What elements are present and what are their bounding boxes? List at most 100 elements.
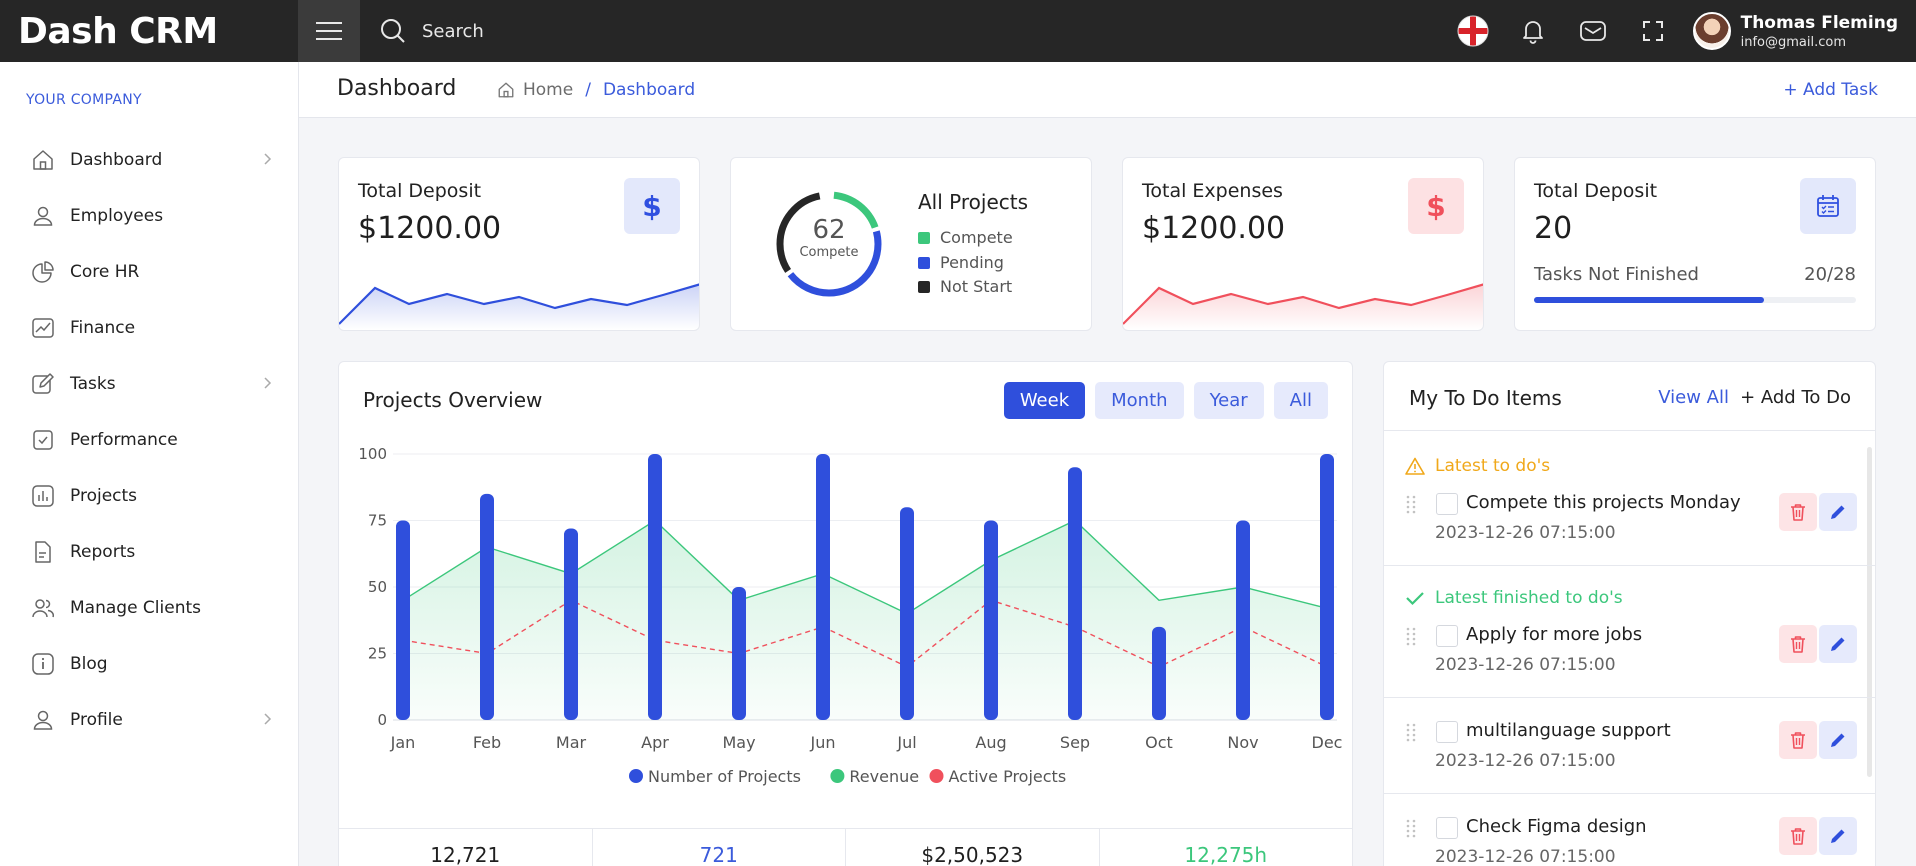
total-expenses-card: Total Expenses $1200.00 $ [1122, 157, 1484, 331]
divider [1384, 697, 1875, 698]
sidebar-item-dashboard[interactable]: Dashboard [0, 132, 298, 188]
overview-title: Projects Overview [363, 388, 543, 412]
view-all-link[interactable]: View All [1658, 387, 1729, 408]
delete-button[interactable] [1779, 625, 1817, 663]
summary-hours: 12,275h [1184, 842, 1268, 866]
drag-handle-icon[interactable] [1406, 494, 1416, 514]
bar [1152, 626, 1166, 720]
sidebar-item-label: Blog [70, 654, 108, 674]
revenue-line [402, 519, 1328, 615]
todo-time: 2023-12-26 07:15:00 [1435, 655, 1616, 675]
todo-scrollbar[interactable] [1867, 447, 1872, 777]
todo-section-latest: Latest to do's [1405, 456, 1550, 476]
tab-all[interactable]: All [1273, 382, 1328, 419]
todo-text: Compete this projects Monday [1466, 492, 1741, 513]
legend-label: Number of Projects [648, 767, 801, 786]
sidebar-item-profile[interactable]: Profile [0, 692, 298, 748]
todo-checkbox[interactable] [1436, 817, 1458, 839]
mail-icon [1579, 21, 1606, 41]
pencil-icon [1831, 829, 1845, 843]
todo-checkbox[interactable] [1436, 721, 1458, 743]
revenue-area [403, 520, 1327, 720]
add-task-button[interactable]: + Add Task [1783, 80, 1878, 100]
bell-icon [1522, 21, 1543, 44]
tab-month[interactable]: Month [1095, 382, 1184, 419]
file-icon [30, 539, 56, 565]
sidebar-item-tasks[interactable]: Tasks [0, 356, 298, 412]
sidebar-item-manage-clients[interactable]: Manage Clients [0, 580, 298, 636]
overview-summary: 12,721 721 $2,50,523 12,275h [339, 828, 1352, 866]
pencil-icon [1831, 637, 1845, 651]
legend-dot [929, 769, 944, 783]
user-icon [30, 203, 56, 229]
sidebar-item-performance[interactable]: Performance [0, 412, 298, 468]
user-menu[interactable]: Thomas Fleming info@gmail.com [1692, 12, 1898, 50]
bar [564, 528, 578, 720]
x-tick-label: Apr [641, 733, 669, 752]
todo-checkbox[interactable] [1436, 493, 1458, 515]
search-icon [381, 19, 405, 43]
user-email: info@gmail.com [1740, 34, 1846, 50]
x-tick-label: Sep [1060, 733, 1090, 752]
delete-button[interactable] [1779, 817, 1817, 855]
sidebar-item-employees[interactable]: Employees [0, 188, 298, 244]
sidebar-item-label: Reports [70, 542, 136, 562]
breadcrumb-home-link[interactable]: Home [523, 80, 574, 100]
search-box[interactable]: Search [380, 18, 484, 44]
breadcrumb-separator: / [585, 80, 591, 100]
sidebar-item-label: Employees [70, 206, 164, 226]
edit-button[interactable] [1819, 721, 1857, 759]
sidebar-item-projects[interactable]: Projects [0, 468, 298, 524]
menu-toggle-button[interactable] [298, 0, 360, 62]
todo-checkbox[interactable] [1436, 625, 1458, 647]
add-todo-button[interactable]: + Add To Do [1740, 387, 1851, 408]
legend-compete: Compete [918, 228, 1013, 247]
y-tick-label: 0 [377, 711, 387, 729]
sidebar-item-reports[interactable]: Reports [0, 524, 298, 580]
card-value: 20 [1534, 211, 1573, 246]
edit-button[interactable] [1819, 625, 1857, 663]
drag-handle-icon[interactable] [1406, 626, 1416, 646]
x-tick-label: May [722, 733, 755, 752]
pie-icon [30, 259, 56, 285]
y-tick-label: 25 [368, 645, 387, 663]
notifications-button[interactable] [1503, 0, 1563, 62]
tab-week[interactable]: Week [1003, 382, 1086, 419]
bar [900, 507, 914, 720]
edit-button[interactable] [1819, 817, 1857, 855]
tasks-progress-bar [1534, 297, 1856, 303]
edit-button[interactable] [1819, 493, 1857, 531]
overview-tabs: Week Month Year All [994, 382, 1328, 419]
dollar-icon: $ [1408, 178, 1464, 234]
bar [984, 520, 998, 720]
expenses-sparkline [1123, 283, 1483, 330]
y-tick-label: 100 [358, 445, 387, 463]
brand-logo[interactable]: Dash CRM [18, 10, 218, 52]
breadcrumb: Home / Dashboard [497, 80, 695, 100]
avatar [1692, 12, 1731, 50]
check-square-icon [30, 427, 56, 453]
delete-button[interactable] [1779, 721, 1817, 759]
sidebar-item-blog[interactable]: Blog [0, 636, 298, 692]
legend-label: Revenue [849, 767, 919, 786]
messages-button[interactable] [1563, 0, 1623, 62]
fullscreen-button[interactable] [1623, 0, 1683, 62]
bar [396, 520, 410, 720]
sidebar-item-finance[interactable]: Finance [0, 300, 298, 356]
drag-handle-icon[interactable] [1406, 722, 1416, 742]
england-flag-icon [1457, 15, 1489, 47]
tab-year[interactable]: Year [1193, 382, 1264, 419]
drag-handle-icon[interactable] [1406, 818, 1416, 838]
todo-time: 2023-12-26 07:15:00 [1435, 523, 1616, 543]
summary-revenue: $2,50,523 [846, 829, 1100, 866]
projects-overview-card: Projects Overview Week Month Year All 0 2… [338, 361, 1353, 866]
language-button[interactable] [1443, 0, 1503, 62]
summary-active: 721 [593, 829, 846, 866]
sidebar-item-label: Tasks [70, 374, 116, 394]
projects-overview-chart: 0 25 50 75 100 Jan Feb Mar Apr May Jun Jul Aug Sep Oct… [358, 445, 1342, 786]
company-label: YOUR COMPANY [26, 92, 142, 108]
search-input[interactable]: Search [422, 20, 484, 42]
sidebar-item-core-hr[interactable]: Core HR [0, 244, 298, 300]
delete-button[interactable] [1779, 493, 1817, 531]
x-tick-label: Jan [390, 733, 416, 752]
